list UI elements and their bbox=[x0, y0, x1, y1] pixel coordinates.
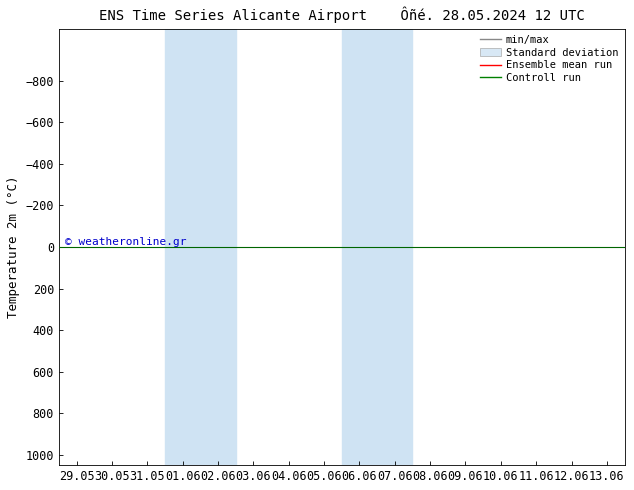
Title: ENS Time Series Alicante Airport    Ôñé. 28.05.2024 12 UTC: ENS Time Series Alicante Airport Ôñé. 28… bbox=[99, 7, 585, 24]
Bar bbox=[165, 29, 236, 465]
Y-axis label: Temperature 2m (°C): Temperature 2m (°C) bbox=[7, 176, 20, 318]
Legend: min/max, Standard deviation, Ensemble mean run, Controll run: min/max, Standard deviation, Ensemble me… bbox=[476, 31, 623, 87]
Bar bbox=[342, 29, 413, 465]
Text: © weatheronline.gr: © weatheronline.gr bbox=[65, 237, 186, 247]
